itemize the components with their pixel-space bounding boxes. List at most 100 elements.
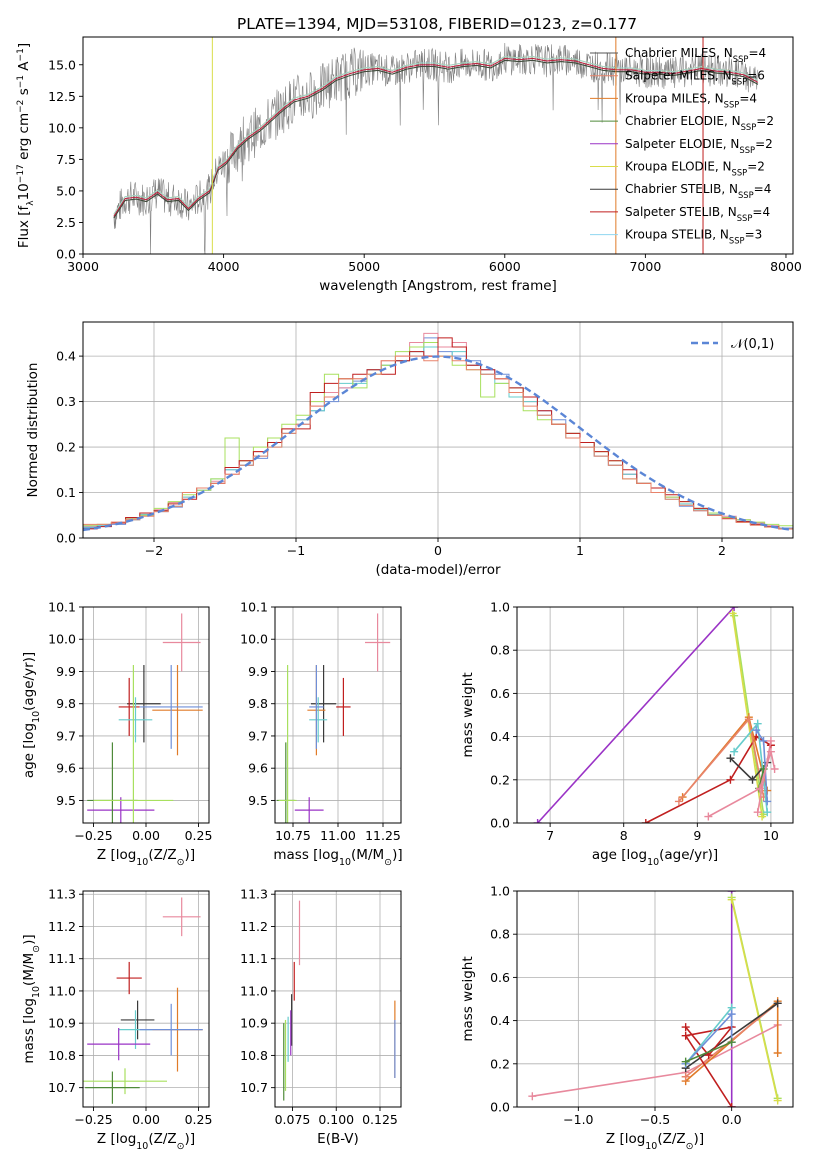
x-tick-label: 0.25: [185, 828, 213, 843]
residuals-axes: −2 −1 0 1 2 0.0 0.1 0.2 0.3 0.4 (data-model)/error…: [25, 321, 794, 578]
y-axis-label: mass weight: [460, 672, 476, 757]
axes-frame: [82, 36, 794, 255]
y-tick-label: 10.9: [48, 1016, 76, 1031]
weight-point-marker: [753, 808, 762, 817]
y-tick-label: 10.0: [48, 120, 76, 135]
x-tick-label: 0.0: [722, 1112, 742, 1127]
x-tick-label: −1: [287, 543, 305, 558]
x-axis-label: E(B-V): [317, 1131, 359, 1147]
x-tick-label: 0.100: [318, 1112, 354, 1127]
mass_vs_EBV-plot-area: [275, 891, 401, 1107]
model-fit-line: [113, 56, 759, 215]
spectrum-legend: Chabrier MILES, NSSP=4 Salpeter MILES, NS…: [590, 46, 774, 246]
weight-point-marker: [744, 715, 753, 724]
weight-line: [731, 613, 763, 817]
weight-point-marker: [752, 726, 761, 735]
weight-point-marker: [758, 812, 767, 821]
y-tick-label: 9.5: [248, 793, 268, 808]
y-tick-label: 10.1: [48, 600, 76, 615]
weight-point-marker: [681, 1023, 690, 1032]
weight_vs_age-plot-area: [517, 607, 793, 823]
y-tick-label: 9.6: [248, 761, 268, 776]
x-tick-label: 7000: [629, 259, 661, 274]
age_vs_mass-axes: 10.75 11.00 11.25 9.5 9.6 9.7 9.8 9.9 10.0 10.1 ma…: [240, 600, 402, 868]
weight-line: [537, 607, 735, 823]
y-tick-label: 9.6: [56, 761, 76, 776]
weight-point-marker: [533, 819, 542, 823]
y-tick-label: 2.5: [56, 215, 76, 230]
legend-entry: 𝒩(0,1): [731, 337, 774, 352]
x-tick-label: 0: [434, 543, 442, 558]
weight-point-marker: [773, 1049, 782, 1057]
y-tick-label: 0.6: [490, 970, 510, 985]
weight-point-marker: [727, 1038, 736, 1047]
x-tick-label: −2: [145, 543, 163, 558]
weight-point-marker: [763, 797, 772, 806]
y-tick-label: 5.0: [56, 183, 76, 198]
weight_vs_age-axes: 7 8 9 10 0.0 0.2 0.4 0.6 0.8 1.0 age [log10(age/yr…: [460, 600, 794, 868]
x-tick-label: 0.125: [362, 1112, 398, 1127]
weight-point-marker: [704, 812, 713, 821]
y-tick-label: 7.5: [56, 152, 76, 167]
x-tick-label: 8: [620, 828, 628, 843]
age_vs_mass-plot-area: [275, 607, 401, 823]
y-tick-label: 0.4: [490, 1013, 510, 1028]
y-tick-label: 9.9: [56, 664, 76, 679]
weight-point-marker: [727, 1010, 736, 1019]
model-fit-line: [113, 59, 759, 219]
x-tick-label: 6000: [489, 259, 521, 274]
y-tick-label: 9.9: [248, 664, 268, 679]
y-tick-label: 10.8: [240, 1048, 268, 1063]
weight-point-marker: [759, 736, 768, 745]
y-tick-label: 9.7: [56, 728, 76, 743]
legend-entry: Salpeter ELODIE, NSSP=2: [625, 137, 773, 155]
weight-point-marker: [726, 775, 735, 784]
x-tick-label: −0.25: [74, 1112, 112, 1127]
y-tick-label: 10.7: [240, 1080, 268, 1095]
x-tick-label: −0.25: [74, 828, 112, 843]
weight-point-marker: [730, 747, 739, 756]
weight-point-marker: [681, 1031, 690, 1040]
x-tick-label: 5000: [348, 259, 380, 274]
x-tick-label: 7: [546, 828, 554, 843]
weight-point-marker: [726, 754, 735, 763]
weight-point-marker: [770, 765, 779, 773]
x-tick-label: −0.5: [640, 1112, 670, 1127]
figure-title: PLATE=1394, MJD=53108, FIBERID=0123, z=0…: [237, 15, 637, 33]
x-tick-label: 8000: [770, 259, 802, 274]
x-tick-label: 0.075: [275, 1112, 311, 1127]
y-tick-label: 10.8: [48, 1048, 76, 1063]
axes-frame: [274, 890, 402, 1108]
y-tick-label: 0.0: [56, 531, 76, 546]
y-tick-label: 11.1: [240, 951, 268, 966]
y-axis-label: Normed distribution: [25, 363, 41, 498]
y-tick-label: 10.7: [48, 1080, 76, 1095]
y-tick-label: 0.0: [490, 1100, 510, 1115]
y-tick-label: 11.2: [48, 919, 76, 934]
weight-point-marker: [681, 1057, 690, 1066]
x-tick-label: 10.75: [275, 828, 311, 843]
y-axis-label: mass weight: [460, 956, 476, 1041]
y-tick-label: 10.0: [240, 632, 268, 647]
x-axis-label: age [log10(age/yr)]: [592, 847, 718, 868]
weight-point-marker: [753, 719, 762, 728]
x-axis-label: wavelength [Angstrom, rest frame]: [319, 278, 557, 294]
x-axis-label: mass [log10(M/M⊙)]: [273, 847, 402, 868]
legend-entry: Chabrier ELODIE, NSSP=2: [625, 114, 774, 132]
weight-line: [730, 899, 779, 1101]
y-tick-label: 0.6: [490, 686, 510, 701]
x-tick-label: 3000: [67, 259, 99, 274]
weight-point-marker: [727, 895, 736, 904]
x-axis-label: Z [log10(Z/Z⊙)]: [97, 847, 195, 868]
legend-entry: Kroupa STELIB, NSSP=3: [625, 228, 762, 246]
y-tick-label: 11.0: [48, 983, 76, 998]
x-tick-label: 0.25: [185, 1112, 213, 1127]
weight-point-marker: [728, 609, 737, 618]
weight_vs_Z-plot-area: [517, 891, 793, 1107]
y-tick-label: 0.3: [56, 394, 76, 409]
legend-entry: Salpeter STELIB, NSSP=4: [625, 205, 770, 223]
y-tick-label: 11.1: [48, 951, 76, 966]
weight-point-marker: [727, 1103, 736, 1107]
y-tick-label: 15.0: [48, 57, 76, 72]
